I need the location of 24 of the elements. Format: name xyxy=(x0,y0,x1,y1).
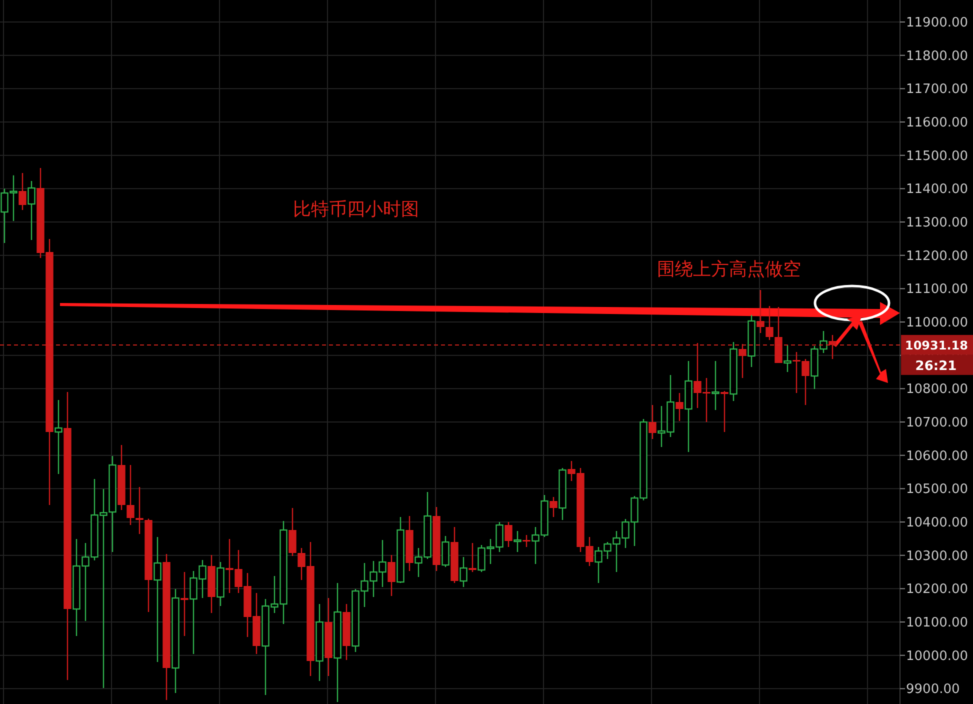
y-tick-label: 11600.00 xyxy=(906,116,968,130)
y-tick-label: 11400.00 xyxy=(906,182,968,198)
y-tick-label: 11900.00 xyxy=(906,16,968,30)
ref-line-label: 10931.18 xyxy=(904,338,968,352)
y-tick-label: 11800.00 xyxy=(906,48,968,64)
y-tick-label: 11200.00 xyxy=(906,248,968,264)
y-tick-label: 10200.00 xyxy=(906,582,968,598)
y-tick-label: 11000.00 xyxy=(906,316,968,330)
y-tick-label: 9900.00 xyxy=(906,682,960,698)
y-tick-label: 10100.00 xyxy=(906,616,968,630)
y-tick-label: 11100.00 xyxy=(906,282,968,298)
text: 比特币四小时图 xyxy=(293,199,419,220)
y-tick-label: 10600.00 xyxy=(906,448,968,464)
y-tick-label: 10800.00 xyxy=(906,382,968,398)
y-tick-label: 11300.00 xyxy=(906,216,968,230)
y-tick-label: 11500.00 xyxy=(906,148,968,164)
y-tick-label: 10500.00 xyxy=(906,482,968,498)
y-tick-label: 10300.00 xyxy=(906,548,968,564)
y-tick-label: 10700.00 xyxy=(906,416,968,430)
text: 26:21 xyxy=(915,358,957,374)
y-tick-label: 10000.00 xyxy=(906,648,968,664)
y-tick-label: 10400.00 xyxy=(906,516,968,530)
y-tick-label: 11700.00 xyxy=(906,82,968,98)
annotation: 围绕上方高点做空 xyxy=(657,259,801,280)
